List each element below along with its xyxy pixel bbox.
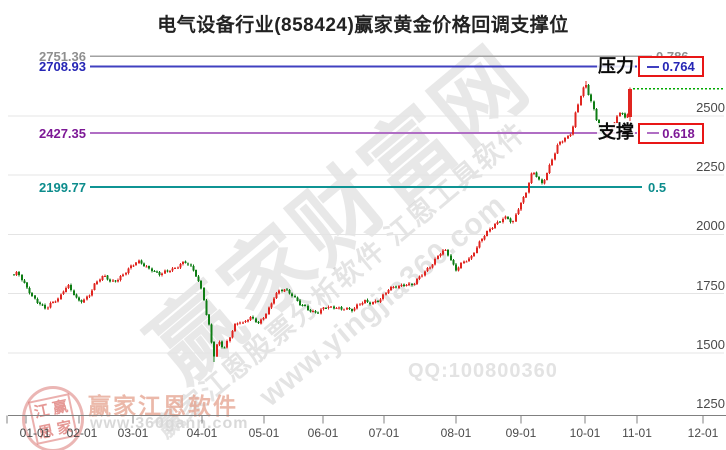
fib-price-label: 2199.77 bbox=[39, 179, 86, 195]
x-axis-label: 10-01 bbox=[569, 426, 601, 440]
x-axis-label: 01-01 bbox=[19, 426, 51, 440]
x-axis-label: 03-01 bbox=[117, 426, 149, 440]
y-axis-label: 1500 bbox=[696, 336, 725, 352]
pressure-label: 压力 bbox=[597, 55, 635, 76]
support-label: 支撑 bbox=[597, 122, 635, 143]
x-axis-label: 11-01 bbox=[622, 426, 652, 440]
y-axis-label: 2500 bbox=[696, 100, 725, 115]
fib-price-label: 2751.36 bbox=[39, 49, 86, 64]
fib-ratio-box: 0.764 bbox=[638, 56, 704, 77]
x-axis-label: 04-01 bbox=[186, 426, 218, 440]
y-axis-label: 1250 bbox=[696, 396, 725, 411]
fib-ratio-label: 0.5 bbox=[648, 179, 667, 195]
fib-ratio-box: 0.618 bbox=[638, 122, 704, 144]
logo-software-name: 赢家江恩软件 bbox=[88, 393, 238, 419]
chart-title: 电气设备行业(858424)赢家黄金价格回调支撑位 bbox=[157, 15, 569, 36]
x-axis-label: 08-01 bbox=[440, 426, 472, 440]
x-axis-label: 05-01 bbox=[248, 426, 280, 440]
fib-price-label: 2708.93 bbox=[39, 59, 86, 74]
fib-line-stub bbox=[647, 65, 660, 68]
fib-price-label: 2427.35 bbox=[39, 125, 86, 141]
y-axis-label: 1750 bbox=[696, 277, 725, 293]
x-axis-label: 09-01 bbox=[505, 426, 537, 440]
x-axis-label: 02-01 bbox=[66, 426, 98, 440]
fib-line-stub bbox=[647, 132, 660, 135]
watermark-qq: QQ:100800360 bbox=[408, 360, 558, 382]
x-axis-label: 07-01 bbox=[368, 426, 400, 440]
logo-website-url: www.360gann.com bbox=[90, 415, 249, 432]
y-axis-label: 2000 bbox=[696, 218, 725, 234]
y-axis-label: 2250 bbox=[696, 159, 725, 175]
x-axis-label: 12-01 bbox=[687, 426, 719, 440]
x-axis-label: 06-01 bbox=[307, 426, 339, 440]
fib-ratio-label: 0.764 bbox=[662, 59, 695, 74]
fib-ratio-label: 0.618 bbox=[662, 125, 695, 141]
